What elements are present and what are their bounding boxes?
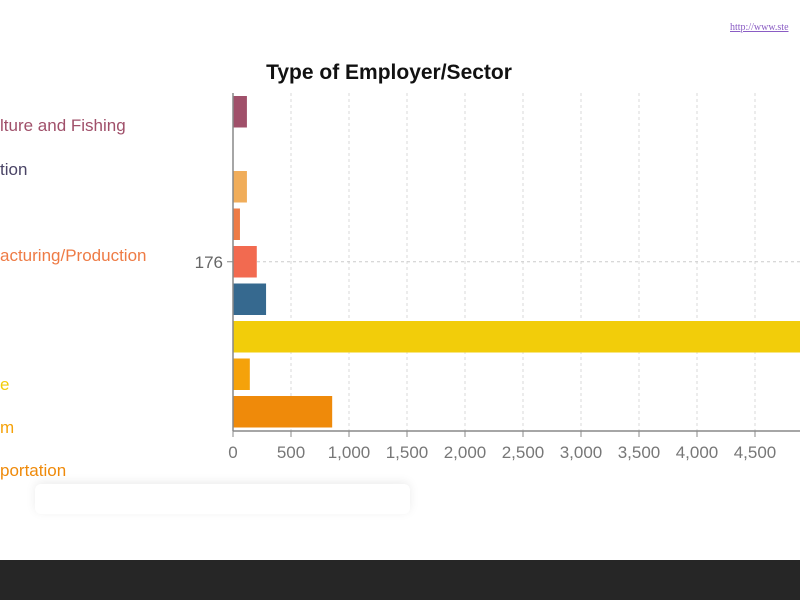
x-tick-label: 2,000 [444,443,487,462]
legend-item[interactable]: m [0,418,15,437]
bar [233,396,333,428]
bar [233,96,247,128]
bar [233,246,257,278]
floating-panel [35,484,410,514]
bar [233,358,250,390]
legend-item[interactable]: lture and Fishing [0,116,126,135]
legend-item[interactable]: e [0,375,10,394]
x-tick-label: 0 [228,443,237,462]
bar [233,208,240,240]
x-tick-label: 500 [277,443,305,462]
bar [233,321,800,353]
legend-item[interactable]: portation [0,461,67,480]
bar-chart: Type of Employer/Sector 0 500 1,000 1,500 2,… [195,61,800,462]
hover-value-label: 176 [195,253,223,272]
chart-title: Type of Employer/Sector [266,61,512,84]
bar [233,171,247,203]
x-tick-label: 3,000 [560,443,603,462]
bottom-bar [0,560,800,600]
x-tick-label: 1,500 [386,443,429,462]
x-tick-label: 3,500 [618,443,661,462]
x-tick-label: 1,000 [328,443,371,462]
x-tick-label: 4,500 [734,443,777,462]
legend-item[interactable]: tion [0,160,28,179]
x-tick-label: 4,000 [676,443,719,462]
x-tick-label: 2,500 [502,443,545,462]
legend-item[interactable]: acturing/Production [0,246,147,265]
bar [233,283,267,315]
source-link[interactable]: http://www.ste [730,22,789,33]
